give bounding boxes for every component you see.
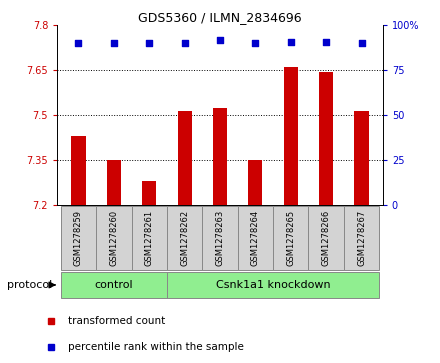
Bar — [213, 108, 227, 205]
Text: GSM1278262: GSM1278262 — [180, 210, 189, 266]
Point — [252, 41, 259, 46]
FancyBboxPatch shape — [238, 206, 273, 270]
Bar — [142, 181, 156, 205]
FancyBboxPatch shape — [308, 206, 344, 270]
Bar — [248, 160, 263, 205]
Point — [110, 41, 117, 46]
Point — [287, 39, 294, 45]
FancyBboxPatch shape — [344, 206, 379, 270]
Bar — [319, 73, 333, 205]
Text: control: control — [95, 280, 133, 290]
Bar — [71, 136, 85, 205]
Text: GSM1278266: GSM1278266 — [322, 210, 331, 266]
Text: percentile rank within the sample: percentile rank within the sample — [68, 342, 244, 352]
FancyBboxPatch shape — [61, 206, 96, 270]
FancyBboxPatch shape — [132, 206, 167, 270]
FancyBboxPatch shape — [273, 206, 308, 270]
Point — [323, 39, 330, 45]
Text: protocol: protocol — [7, 280, 52, 290]
Text: Csnk1a1 knockdown: Csnk1a1 knockdown — [216, 280, 330, 290]
FancyBboxPatch shape — [167, 272, 379, 298]
FancyBboxPatch shape — [167, 206, 202, 270]
Point — [75, 41, 82, 46]
FancyBboxPatch shape — [96, 206, 132, 270]
Text: GSM1278259: GSM1278259 — [74, 210, 83, 266]
Point — [216, 37, 224, 43]
Text: GSM1278261: GSM1278261 — [145, 210, 154, 266]
Text: GSM1278264: GSM1278264 — [251, 210, 260, 266]
Text: GSM1278265: GSM1278265 — [286, 210, 295, 266]
Text: GSM1278263: GSM1278263 — [216, 210, 224, 266]
Point — [146, 41, 153, 46]
Text: GSM1278260: GSM1278260 — [109, 210, 118, 266]
Bar — [355, 111, 369, 205]
Bar — [107, 160, 121, 205]
Bar — [177, 111, 192, 205]
Point — [181, 41, 188, 46]
Text: transformed count: transformed count — [68, 316, 165, 326]
Title: GDS5360 / ILMN_2834696: GDS5360 / ILMN_2834696 — [138, 11, 302, 24]
FancyBboxPatch shape — [202, 206, 238, 270]
Point — [358, 41, 365, 46]
FancyBboxPatch shape — [61, 272, 167, 298]
Text: GSM1278267: GSM1278267 — [357, 210, 366, 266]
Bar — [284, 68, 298, 205]
